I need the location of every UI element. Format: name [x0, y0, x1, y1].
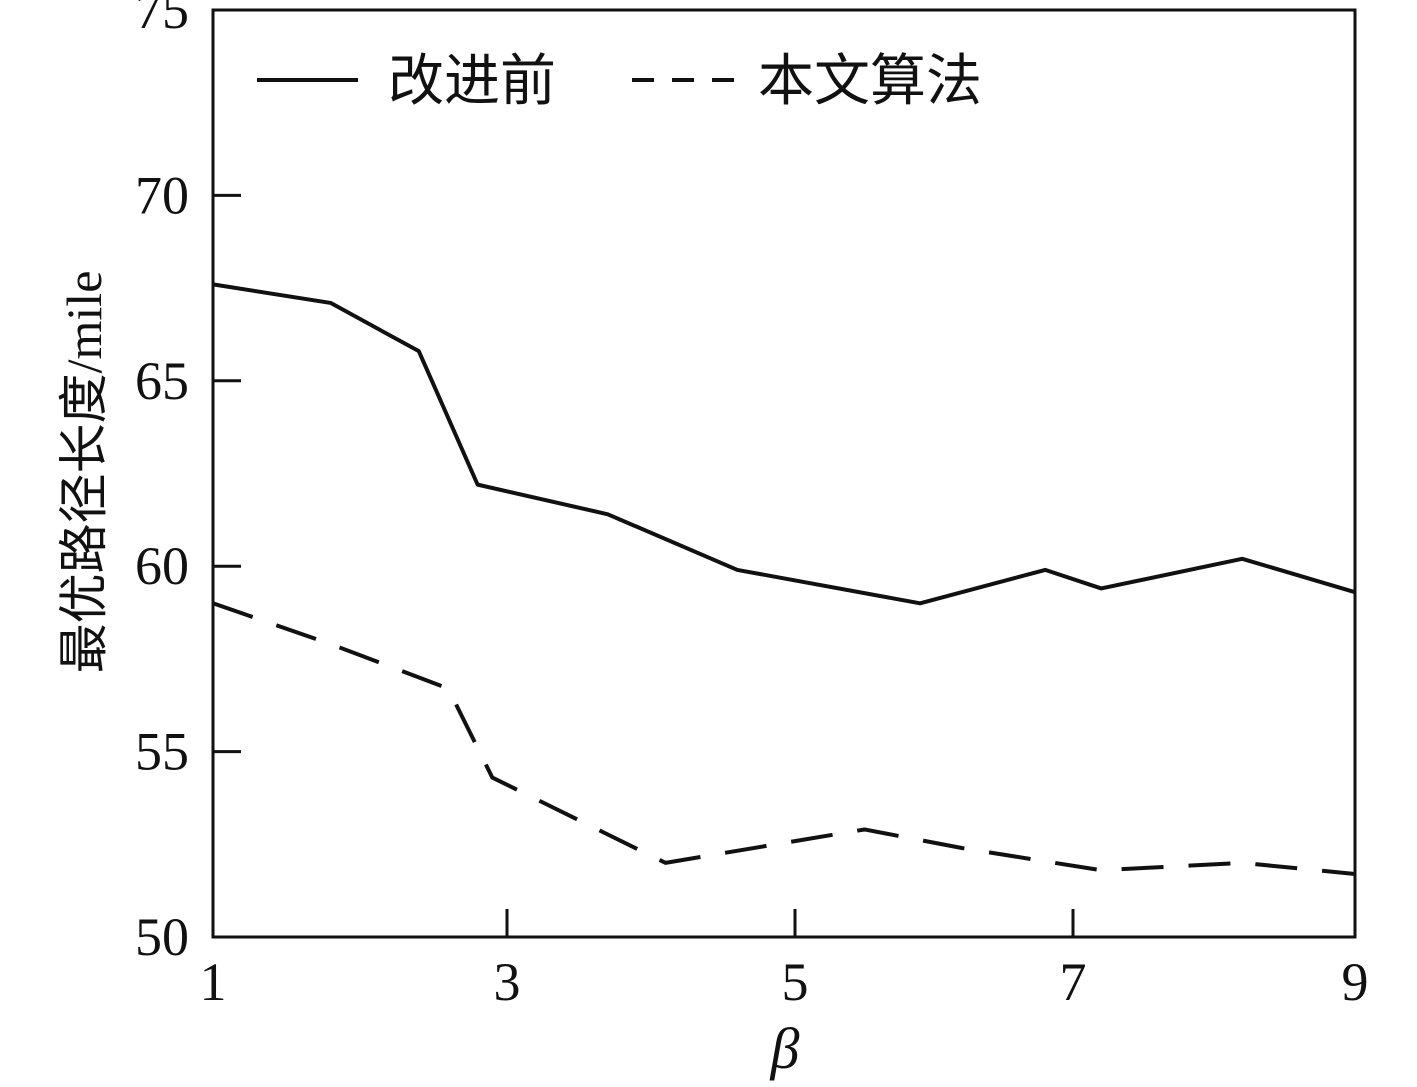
x-tick-label: 3 [494, 952, 521, 1012]
series-layer [212, 282, 1356, 876]
y-tick-label: 70 [135, 165, 189, 225]
x-tick-label: 5 [782, 952, 809, 1012]
x-axis-label: β [770, 1016, 800, 1081]
plot-frame [211, 8, 1357, 939]
legend-layer: 改进前 本文算法 [257, 49, 982, 114]
legend-label-2: 本文算法 [758, 49, 982, 114]
y-tick-label: 60 [135, 536, 189, 596]
axes-layer [211, 8, 1357, 939]
legend-label-1: 改进前 [388, 49, 556, 114]
label-layer: 50 55 60 65 70 75 1 3 5 7 9 β 最优路径长度/mile [56, 0, 1369, 1081]
y-tick-label: 50 [135, 907, 189, 967]
y-axis-label: 最优路径长度/mile [56, 271, 112, 674]
series-line-2 [212, 601, 1356, 876]
y-tick-label: 75 [135, 0, 189, 40]
x-tick-label: 7 [1060, 952, 1087, 1012]
y-tick-label: 55 [135, 722, 189, 782]
x-tick-label: 1 [200, 952, 227, 1012]
x-tick-label: 9 [1342, 952, 1369, 1012]
series-line-1 [212, 282, 1356, 606]
y-tick-label: 65 [135, 351, 189, 411]
